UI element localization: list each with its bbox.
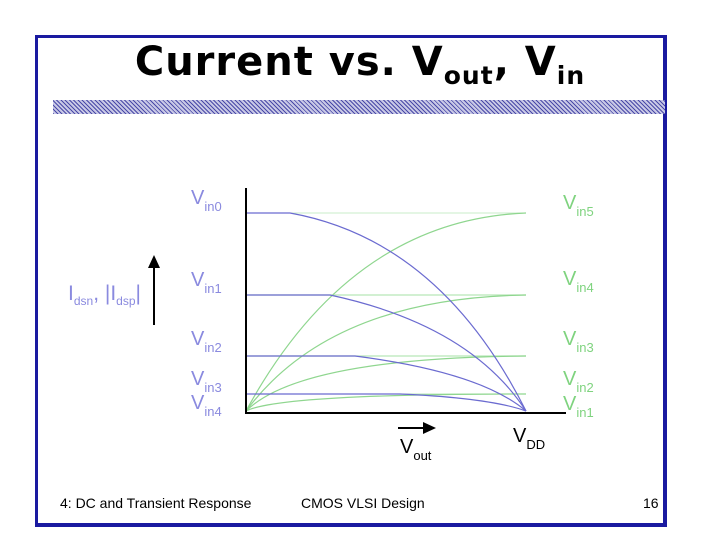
- slide-frame: [35, 35, 667, 527]
- label-right-vin4: Vin4: [563, 268, 594, 295]
- pmos-curve-vin1: [246, 294, 527, 412]
- x-arrow-head: [423, 422, 436, 434]
- y-axis-label: Idsn, |Idsp|: [68, 282, 141, 308]
- label-right-vin2: Vin2: [563, 368, 594, 395]
- nmos-curve-vin2: [245, 393, 527, 412]
- page-number: 16: [643, 495, 659, 511]
- vdd-label: VDD: [513, 425, 545, 452]
- label-left-vin4: Vin4: [191, 392, 222, 419]
- title-sub-out: out: [443, 61, 494, 90]
- label-left-vin2: Vin2: [191, 328, 222, 355]
- footer-title: CMOS VLSI Design: [301, 495, 425, 511]
- title-main: Current vs. V: [134, 39, 444, 85]
- x-axis-label: Vout: [400, 436, 432, 463]
- label-right-vin3: Vin3: [563, 328, 594, 355]
- nmos-curve-vin4: [245, 294, 527, 412]
- slide-title: Current vs. Vout, Vin: [0, 39, 720, 90]
- label-right-vin1: Vin1: [563, 393, 594, 420]
- pmos-curve-vin0: [246, 212, 527, 412]
- pmos-curve-vin2: [246, 355, 527, 412]
- title-divider: [53, 100, 665, 114]
- label-left-vin1: Vin1: [191, 269, 222, 296]
- pmos-curve-vin3: [246, 393, 527, 412]
- title-sep: , V: [493, 39, 557, 85]
- label-left-vin3: Vin3: [191, 368, 222, 395]
- label-right-vin5: Vin5: [563, 192, 594, 219]
- title-sub-in: in: [556, 61, 586, 90]
- y-arrow-head: [148, 255, 160, 268]
- nmos-curve-vin5: [245, 212, 527, 412]
- footer-course: 4: DC and Transient Response: [60, 495, 252, 511]
- nmos-curve-vin3: [245, 355, 527, 412]
- label-left-vin0: Vin0: [191, 187, 222, 214]
